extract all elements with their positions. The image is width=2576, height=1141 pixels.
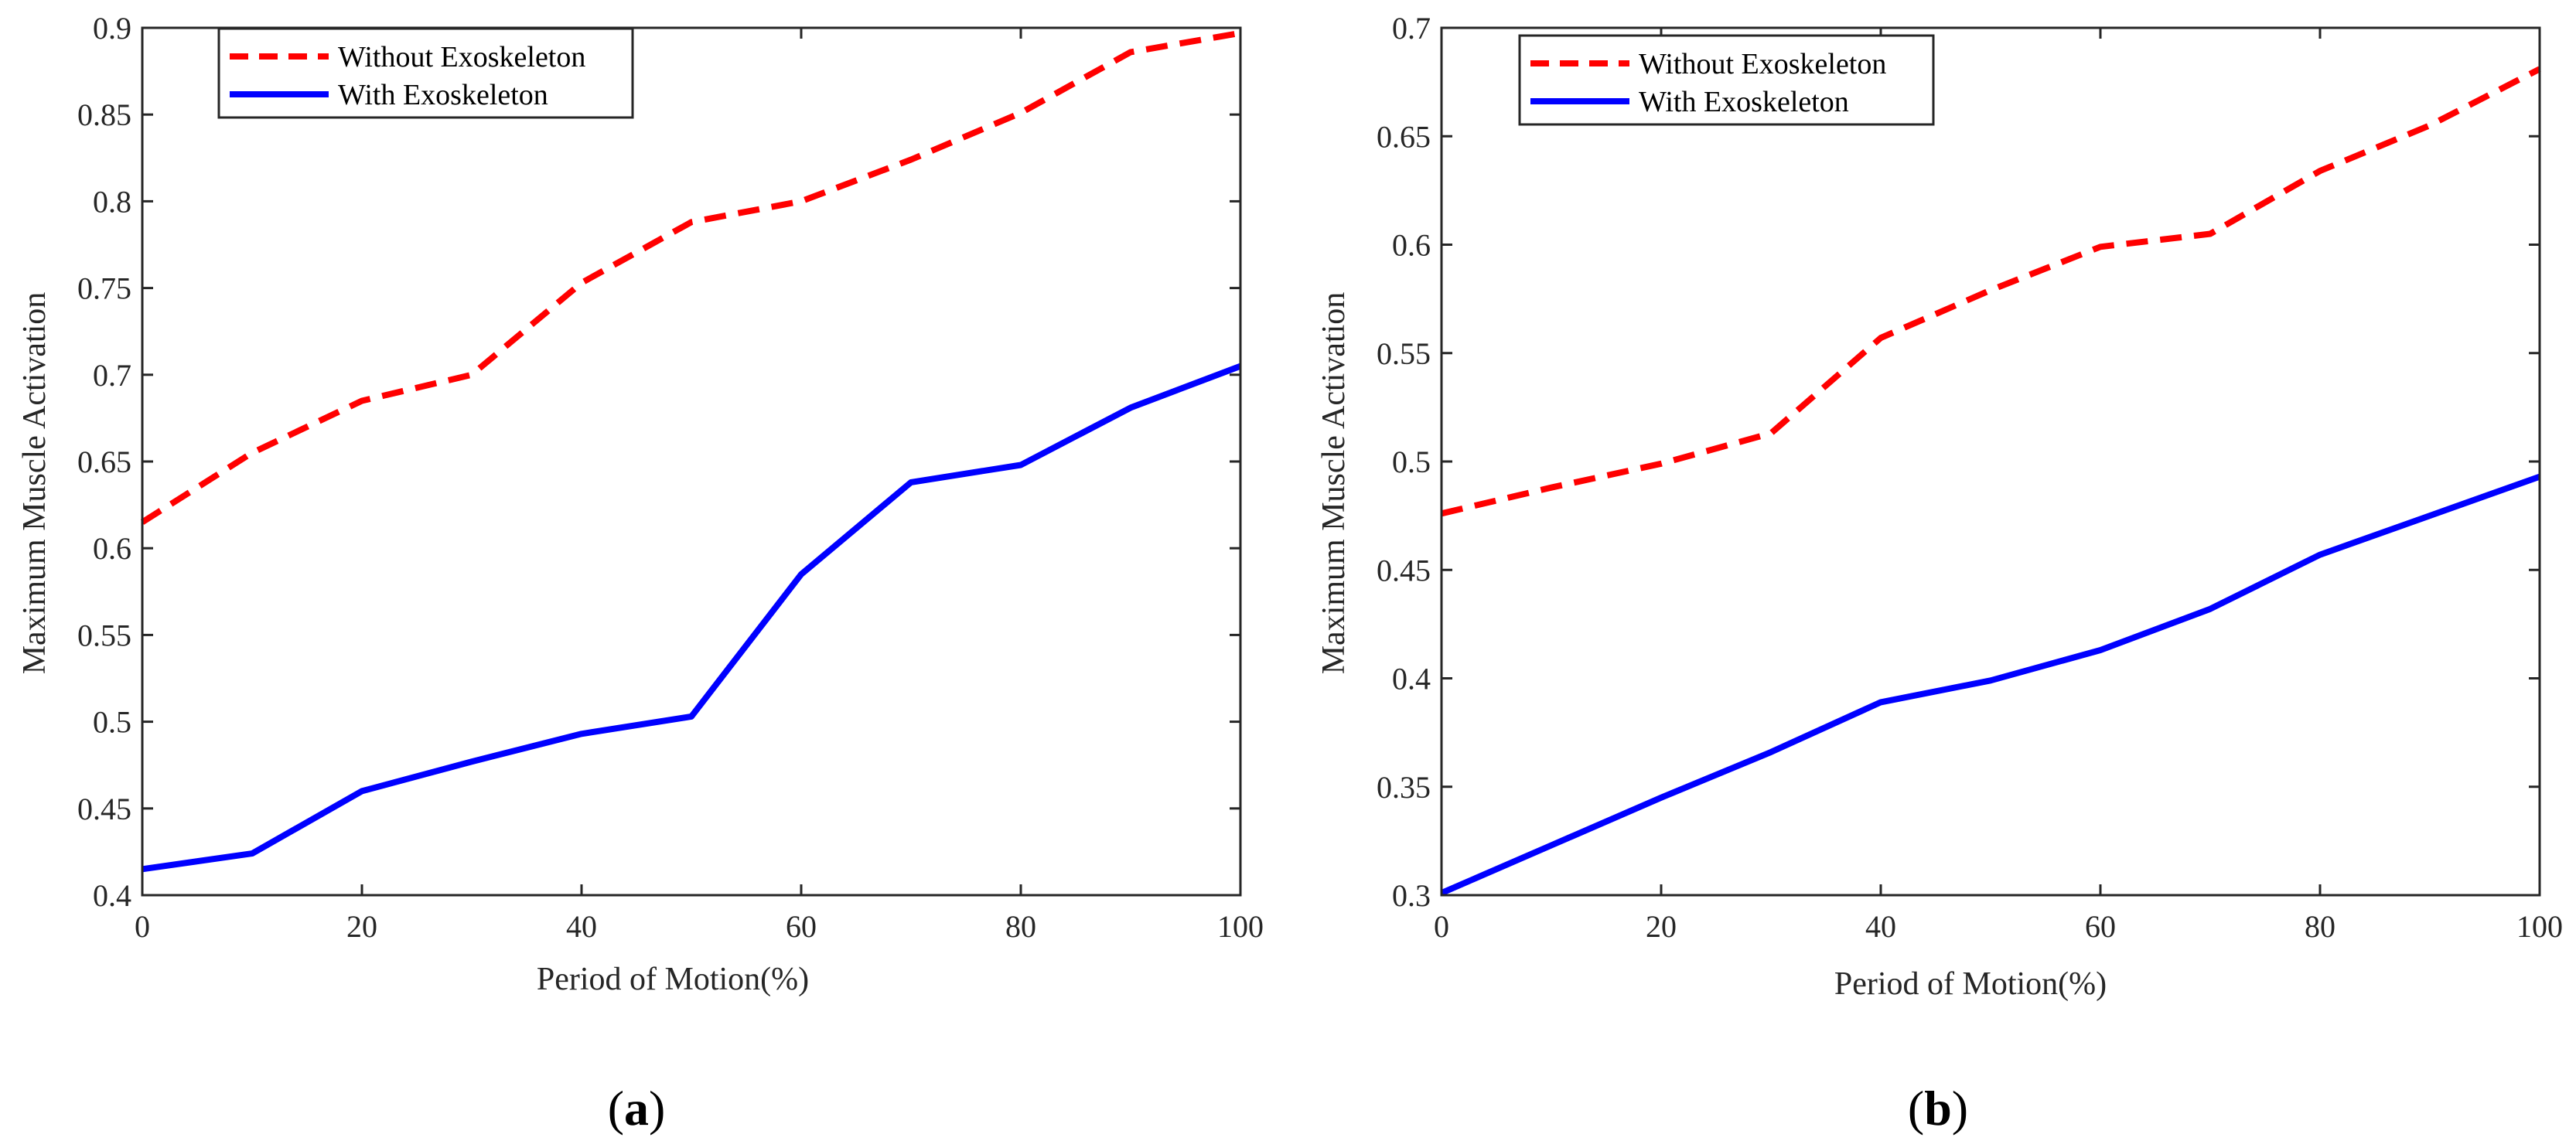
data-point bbox=[1551, 845, 1552, 846]
panel-label-a: (a) bbox=[608, 1081, 666, 1136]
data-point bbox=[911, 159, 912, 160]
y-tick-label: 0.55 bbox=[77, 618, 131, 652]
data-point bbox=[801, 201, 802, 202]
axes-box bbox=[141, 26, 1242, 897]
y-tick-label: 0.6 bbox=[1392, 228, 1431, 263]
x-tick-label: 80 bbox=[2305, 909, 2335, 944]
y-axis-label: Maximum Muscle Activation bbox=[1316, 292, 1352, 675]
x-tick-label: 20 bbox=[346, 909, 377, 944]
panel-label-b: (b) bbox=[1908, 1081, 1968, 1136]
axis-ticks: 0 20 40 60 80 100 0.4 0.45 0.5 0.55 0.6 0.65 0.7 0.75… bbox=[77, 11, 1264, 944]
x-tick-label: 100 bbox=[1217, 909, 1264, 944]
data-point bbox=[1661, 463, 1662, 464]
legend-label-with-exoskeleton: With Exoskeleton bbox=[1639, 86, 1849, 118]
x-tick-label: 40 bbox=[566, 909, 597, 944]
chart-panel-b: 0 20 40 60 80 100 0.3 0.35 0.4 0.45 0.5 0.55 0.6 0.65… bbox=[1316, 11, 2563, 1136]
data-point bbox=[252, 853, 253, 854]
data-point bbox=[1771, 751, 1772, 752]
series-line-without-exoskeleton bbox=[140, 29, 1241, 525]
y-tick-label: 0.85 bbox=[77, 97, 131, 132]
data-point bbox=[2100, 650, 2101, 651]
x-tick-label: 40 bbox=[1865, 909, 1896, 944]
y-tick-label: 0.6 bbox=[93, 531, 131, 566]
y-tick-label: 0.4 bbox=[1392, 662, 1431, 697]
series-line-without-exoskeleton bbox=[1441, 66, 2541, 517]
legend-box bbox=[1518, 34, 1935, 126]
legend-box bbox=[217, 27, 634, 119]
data-point bbox=[691, 716, 692, 717]
x-tick-label: 100 bbox=[2516, 909, 2563, 944]
y-tick-label: 0.65 bbox=[1377, 119, 1431, 154]
data-point bbox=[1551, 487, 1552, 488]
x-axis-label: Period of Motion(%) bbox=[537, 962, 809, 997]
data-point bbox=[472, 761, 473, 762]
data-point bbox=[1771, 433, 1772, 434]
series-line-with-exoskeleton bbox=[1440, 473, 2541, 896]
data-point bbox=[472, 374, 473, 375]
data-point bbox=[252, 452, 253, 453]
chart-panel-a: 0 20 40 60 80 100 0.4 0.45 0.5 0.55 0.6 0.65 0.7 0.75… bbox=[17, 11, 1264, 1136]
x-tick-label: 0 bbox=[1434, 909, 1449, 944]
legend: Without Exoskeleton With Exoskeleton bbox=[217, 27, 634, 119]
data-point bbox=[691, 222, 692, 223]
y-tick-label: 0.3 bbox=[1392, 878, 1431, 913]
data-point bbox=[2210, 233, 2211, 234]
legend-label-with-exoskeleton: With Exoskeleton bbox=[338, 79, 548, 111]
data-point bbox=[1881, 338, 1882, 339]
y-tick-label: 0.65 bbox=[77, 444, 131, 479]
axis-ticks: 0 20 40 60 80 100 0.3 0.35 0.4 0.45 0.5 0.55 0.6 0.65… bbox=[1377, 11, 2563, 944]
data-point bbox=[2320, 554, 2321, 555]
y-tick-label: 0.45 bbox=[1377, 553, 1431, 588]
y-tick-label: 0.9 bbox=[93, 11, 131, 46]
y-tick-label: 0.5 bbox=[1392, 444, 1431, 479]
data-point bbox=[1021, 112, 1022, 113]
x-tick-label: 80 bbox=[1005, 909, 1036, 944]
plot-area bbox=[140, 29, 1242, 873]
y-tick-label: 0.7 bbox=[93, 358, 131, 393]
axes-box bbox=[1440, 26, 2541, 897]
x-tick-label: 0 bbox=[135, 909, 150, 944]
y-tick-label: 0.55 bbox=[1377, 336, 1431, 371]
y-tick-label: 0.5 bbox=[93, 705, 131, 740]
y-axis-label: Maximum Muscle Activation bbox=[17, 292, 53, 675]
y-tick-label: 0.75 bbox=[77, 271, 131, 306]
y-tick-label: 0.45 bbox=[77, 792, 131, 826]
legend: Without Exoskeleton With Exoskeleton bbox=[1518, 34, 1935, 126]
data-point bbox=[362, 400, 363, 401]
data-point bbox=[1661, 797, 1662, 798]
data-point bbox=[2430, 125, 2431, 126]
y-tick-label: 0.8 bbox=[93, 184, 131, 219]
x-tick-label: 60 bbox=[2085, 909, 2116, 944]
x-tick-label: 60 bbox=[786, 909, 817, 944]
series-line-with-exoskeleton bbox=[142, 363, 1242, 873]
plot-area bbox=[1440, 66, 2541, 896]
data-point bbox=[362, 791, 363, 792]
data-point bbox=[2320, 171, 2321, 172]
legend-label-without-exoskeleton: Without Exoskeleton bbox=[1639, 48, 1886, 80]
y-tick-label: 0.7 bbox=[1392, 11, 1431, 46]
data-point bbox=[2210, 608, 2211, 609]
x-axis-label: Period of Motion(%) bbox=[1834, 966, 2107, 1002]
legend-label-without-exoskeleton: Without Exoskeleton bbox=[338, 41, 585, 73]
y-tick-label: 0.4 bbox=[93, 878, 131, 913]
x-tick-label: 20 bbox=[1646, 909, 1677, 944]
y-tick-label: 0.35 bbox=[1377, 770, 1431, 805]
data-point bbox=[1881, 702, 1882, 703]
